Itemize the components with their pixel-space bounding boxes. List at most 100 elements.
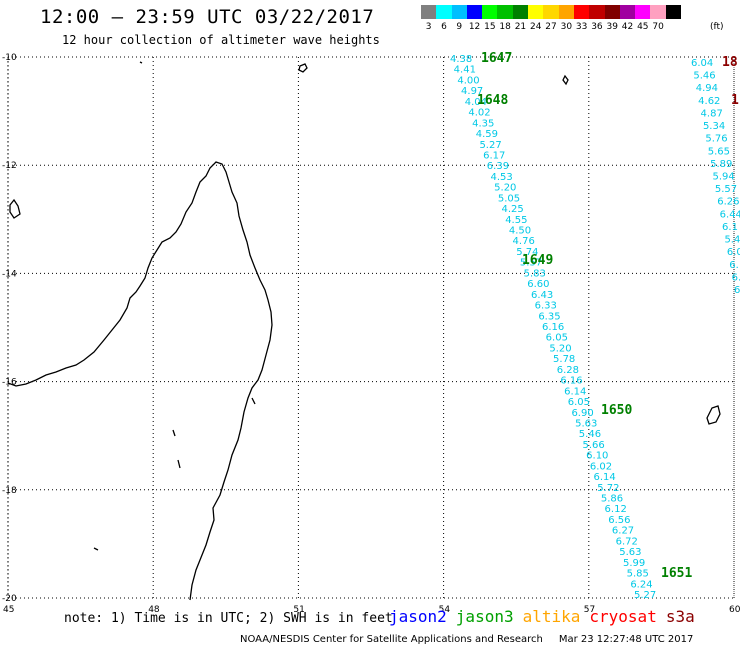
wave-height-label: 6.0 bbox=[727, 247, 740, 258]
wave-height-label: 6.02 bbox=[590, 461, 612, 472]
wave-height-label: 5.86 bbox=[601, 494, 623, 505]
wave-height-label: 6.35 bbox=[538, 311, 560, 322]
wave-height-label: 6.27 bbox=[612, 526, 634, 537]
wave-height-label: 4.97 bbox=[461, 86, 483, 97]
lon-label: 45 bbox=[3, 605, 14, 615]
scale-bin: 9 bbox=[451, 5, 467, 32]
lat-label: -14 bbox=[2, 269, 17, 279]
wave-height-label: 5.57 bbox=[715, 184, 737, 195]
scale-swatch bbox=[421, 5, 437, 19]
wave-height-label: 5.72 bbox=[597, 483, 619, 494]
note-text: note: 1) Time is in UTC; 2) SWH is in fe… bbox=[64, 611, 393, 626]
islet-west-3 bbox=[177, 459, 181, 469]
wave-height-label: 6.10 bbox=[586, 451, 608, 462]
time-marks: 1647 1648 1649 1650 1651 18 1 bbox=[477, 51, 739, 581]
wave-height-label: 5.74 bbox=[516, 247, 538, 258]
time-mark: 18 bbox=[722, 55, 738, 70]
wave-height-label: 4.55 bbox=[505, 215, 527, 226]
page-subtitle: 12 hour collection of altimeter wave hei… bbox=[62, 33, 380, 47]
wave-height-label: 5.66 bbox=[582, 440, 604, 451]
lat-label: -20 bbox=[2, 594, 17, 604]
scale-swatch bbox=[589, 5, 605, 19]
wave-height-label: 4.50 bbox=[509, 226, 531, 237]
scale-swatch bbox=[512, 5, 529, 19]
lon-label: 60 bbox=[729, 605, 740, 615]
scale-label: 42 bbox=[621, 22, 634, 32]
wave-height-label: 6.16 bbox=[560, 376, 582, 387]
scale-label: 15 bbox=[484, 22, 496, 32]
scale-label: 30 bbox=[560, 22, 573, 32]
wave-height-label: 5.94 bbox=[713, 172, 735, 183]
scale-swatch bbox=[573, 5, 590, 19]
legend-s3a: s3a bbox=[665, 607, 695, 626]
scale-bin: 45 bbox=[635, 5, 651, 32]
wave-height-label: 6.39 bbox=[487, 161, 509, 172]
scale-label: 18 bbox=[499, 22, 511, 32]
wave-height-label: 5.20 bbox=[494, 183, 516, 194]
scale-bin: 21 bbox=[512, 5, 529, 32]
scale-bin bbox=[665, 5, 682, 32]
scale-bin: 30 bbox=[558, 5, 574, 32]
island-small-1 bbox=[139, 61, 143, 64]
wave-height-label: 4.02 bbox=[468, 108, 490, 119]
scale-bin: 6 bbox=[436, 5, 452, 32]
wave-height-label: 5.27 bbox=[479, 140, 501, 151]
wave-height-label: 6.90 bbox=[571, 408, 593, 419]
wave-height-label: 5.05 bbox=[498, 193, 520, 204]
legend-cryosat: cryosat bbox=[589, 607, 657, 626]
lat-label: -12 bbox=[2, 161, 17, 171]
scale-bin: 27 bbox=[543, 5, 559, 32]
mauritius-island bbox=[706, 405, 721, 425]
scale-bin: 70 bbox=[650, 5, 666, 32]
wave-height-label: 6.26 bbox=[717, 197, 739, 208]
wave-height-label: 6.44 bbox=[720, 209, 740, 220]
lon-label: 57 bbox=[584, 605, 595, 615]
scale-label: 27 bbox=[545, 22, 557, 32]
islet-west-1 bbox=[9, 198, 21, 219]
scale-label: 45 bbox=[637, 22, 649, 32]
time-mark: 1649 bbox=[522, 253, 553, 268]
credit-line: NOAA/NESDIS Center for Satellite Applica… bbox=[240, 634, 693, 645]
wave-height-label: 5.34 bbox=[703, 121, 725, 132]
wave-height-label: 6.05 bbox=[546, 333, 568, 344]
scale-bin: 24 bbox=[528, 5, 544, 32]
wave-height-label: 4.62 bbox=[698, 96, 720, 107]
page-title: 12:00 – 23:59 UTC 03/22/2017 bbox=[40, 6, 375, 28]
wave-height-label: 6.17 bbox=[483, 150, 505, 161]
timestamp: Mar 23 12:27:48 UTC 2017 bbox=[558, 634, 694, 645]
scale-label: 12 bbox=[468, 22, 481, 32]
legend-altika: altika bbox=[522, 607, 581, 626]
wave-height-label: 5.85 bbox=[627, 569, 649, 580]
lon-label: 54 bbox=[439, 605, 451, 615]
wave-height-label: 4.41 bbox=[454, 65, 476, 76]
lat-label: -10 bbox=[2, 53, 17, 63]
scale-label: 21 bbox=[514, 22, 527, 32]
scale-label: 3 bbox=[425, 22, 432, 32]
island-north bbox=[298, 63, 308, 73]
legend-jason2: jason2 bbox=[389, 607, 447, 626]
wave-height-label: 6 bbox=[734, 285, 740, 296]
wave-height-label: 6. bbox=[729, 260, 739, 271]
wave-height-label: 5.4 bbox=[724, 235, 740, 246]
wave-height-label: 4.59 bbox=[476, 129, 498, 140]
time-mark: 1650 bbox=[601, 403, 632, 418]
scale-swatch bbox=[650, 5, 666, 19]
wave-height-label: 6.12 bbox=[605, 504, 627, 515]
time-mark: 1647 bbox=[481, 51, 512, 66]
wave-height-label: 4.87 bbox=[701, 108, 723, 119]
scale-swatch bbox=[482, 5, 498, 19]
wave-height-label: 5.63 bbox=[619, 547, 641, 558]
coastline bbox=[7, 61, 721, 601]
scale-swatch bbox=[451, 5, 467, 19]
satellite-legend: jason2 jason3 altika cryosat s3a bbox=[389, 607, 704, 626]
wave-height-label: 5.57 bbox=[520, 258, 542, 269]
wave-height-label: 6.33 bbox=[535, 301, 557, 312]
scale-swatch bbox=[665, 5, 682, 19]
scale-bin: 42 bbox=[619, 5, 636, 32]
time-mark: 1648 bbox=[477, 93, 508, 108]
wave-height-label: 4.25 bbox=[502, 204, 524, 215]
islet-west-2 bbox=[172, 429, 176, 437]
scale-label: 9 bbox=[456, 22, 463, 32]
